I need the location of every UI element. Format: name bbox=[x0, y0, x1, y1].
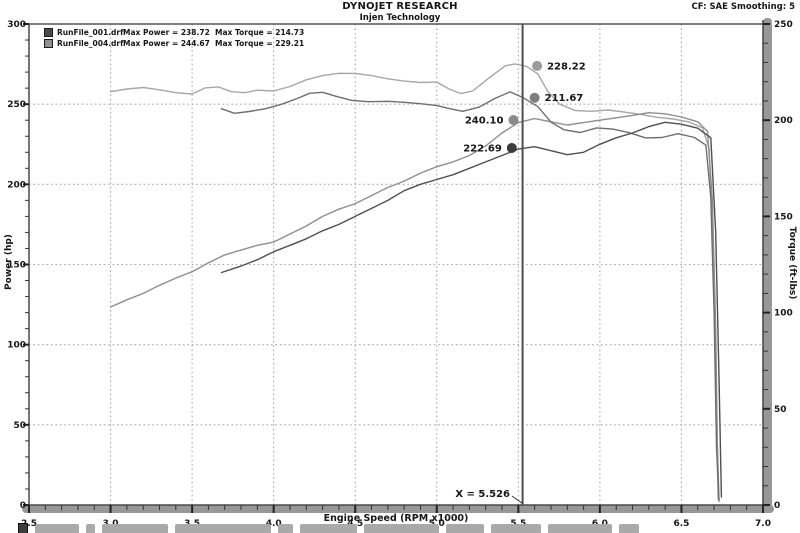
clipped-text-fragment bbox=[491, 524, 541, 533]
legend-run004-max-power: Max Power = 244.67 bbox=[123, 39, 210, 48]
x-tick-label: 6.5 bbox=[673, 519, 689, 529]
annotation-dot-211.67 bbox=[529, 92, 540, 103]
legend-run001-file: RunFile_001.drf bbox=[57, 28, 124, 37]
power-tick-label: 200 bbox=[7, 180, 26, 190]
curve-power_004 bbox=[109, 111, 720, 501]
run004-color-swatch-icon bbox=[44, 39, 53, 48]
torque-tick-label: 250 bbox=[774, 20, 793, 30]
legend-run001-max-torque: Max Torque = 214.73 bbox=[215, 28, 305, 37]
power-tick-label: 150 bbox=[7, 261, 26, 271]
x-tick-label: 7.0 bbox=[755, 519, 771, 529]
cursor-readout-pointer-line bbox=[511, 495, 523, 504]
cursor-x-readout: X = 5.526 bbox=[455, 489, 510, 500]
power-axis-title: Power (hp) bbox=[4, 234, 14, 290]
torque-axis-title: Torque (ft-lbs) bbox=[787, 226, 797, 300]
page-subtitle: Injen Technology bbox=[359, 13, 441, 23]
legend: RunFile_001.drf Max Power = 238.72 Max T… bbox=[44, 27, 304, 49]
curve-torque_004 bbox=[109, 63, 719, 500]
clipped-text-fragment bbox=[278, 524, 293, 533]
annotation-dot-228.22 bbox=[532, 60, 543, 71]
legend-run004-file: RunFile_004.drf bbox=[57, 39, 124, 48]
power-tick-label: 0 bbox=[20, 501, 26, 511]
torque-tick-label: 100 bbox=[774, 309, 793, 319]
clipped-text-fragment bbox=[300, 524, 357, 533]
legend-row-run001: RunFile_001.drf Max Power = 238.72 Max T… bbox=[44, 27, 304, 38]
x-tick-label: 4.0 bbox=[266, 519, 282, 529]
legend-run001-max-power: Max Power = 238.72 bbox=[123, 28, 210, 37]
curve-torque_001 bbox=[220, 91, 720, 502]
frame-bottom-bar bbox=[22, 505, 774, 513]
correction-smoothing-info: CF: SAE Smoothing: 5 bbox=[691, 2, 796, 12]
legend-run004-max-torque: Max Torque = 229.21 bbox=[215, 39, 305, 48]
clipped-text-fragment bbox=[86, 524, 95, 533]
x-tick-label: 2.5 bbox=[21, 519, 37, 529]
torque-tick-label: 200 bbox=[774, 116, 793, 126]
power-tick-label: 50 bbox=[13, 421, 26, 431]
clipped-text-fragment bbox=[102, 524, 168, 533]
clipped-text-fragment bbox=[446, 524, 484, 533]
annotation-label-211.67: 211.67 bbox=[545, 93, 584, 104]
torque-tick-label: 150 bbox=[774, 212, 793, 222]
clipped-legend-swatch-icon bbox=[18, 523, 28, 533]
clipped-text-fragment bbox=[364, 524, 439, 533]
page-title: DYNOJET RESEARCH bbox=[342, 1, 458, 12]
legend-row-run004: RunFile_004.drf Max Power = 244.67 Max T… bbox=[44, 38, 304, 49]
clipped-bottom-legend-row bbox=[18, 523, 639, 533]
clipped-text-fragment bbox=[548, 524, 612, 533]
annotation-label-222.69: 222.69 bbox=[463, 143, 502, 154]
torque-tick-label: 0 bbox=[774, 501, 780, 511]
power-tick-label: 300 bbox=[7, 20, 26, 30]
annotation-dot-222.69 bbox=[506, 142, 517, 153]
power-tick-label: 250 bbox=[7, 100, 26, 110]
annotation-label-240.10: 240.10 bbox=[465, 116, 504, 127]
clipped-text-fragment bbox=[619, 524, 639, 533]
run001-color-swatch-icon bbox=[44, 28, 53, 37]
curve-power_001 bbox=[220, 121, 723, 498]
clipped-text-fragment bbox=[175, 524, 271, 533]
rpm-axis-title: Engine Speed (RPM x1000) bbox=[323, 513, 469, 524]
frame-right-bar bbox=[763, 18, 772, 513]
annotation-label-228.22: 228.22 bbox=[547, 61, 586, 72]
clipped-text-fragment bbox=[35, 524, 79, 533]
torque-tick-label: 50 bbox=[774, 405, 787, 415]
annotation-dot-240.10 bbox=[508, 115, 519, 126]
power-tick-label: 100 bbox=[7, 341, 26, 351]
